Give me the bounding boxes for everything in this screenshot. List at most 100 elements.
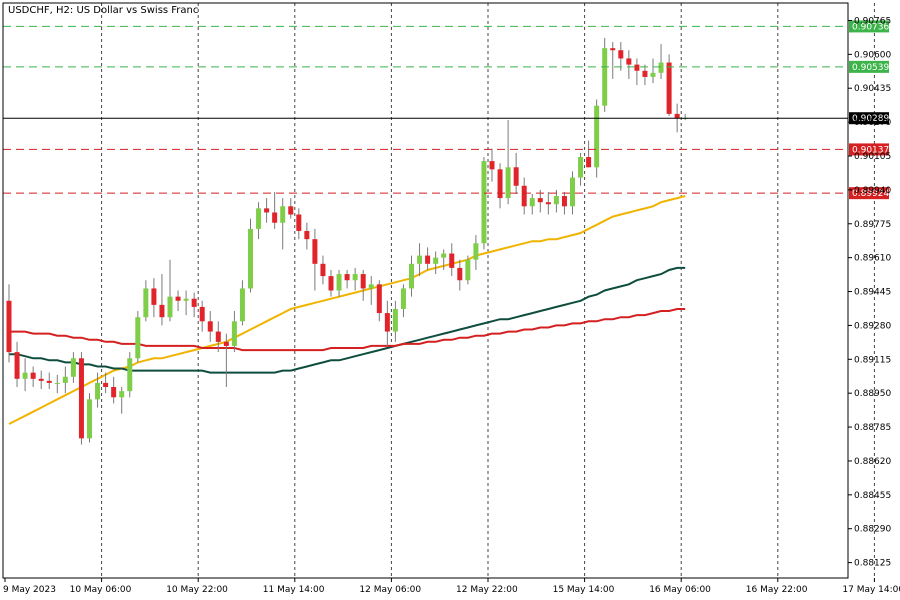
bearish-candle	[634, 64, 640, 71]
price-level-value: 0.89924	[852, 189, 889, 199]
bullish-candle	[95, 382, 101, 400]
moving-average-line	[9, 266, 686, 374]
y-tick-label: 0.89610	[854, 254, 891, 264]
bullish-candle	[22, 372, 28, 379]
bearish-candle	[151, 288, 157, 305]
bullish-candle	[441, 253, 447, 258]
bearish-candle	[304, 230, 310, 240]
bullish-candle	[62, 376, 68, 383]
bearish-candle	[360, 274, 366, 289]
bearish-candle	[674, 113, 680, 118]
bearish-candle	[610, 48, 616, 51]
y-tick-label: 0.89775	[854, 220, 891, 230]
bullish-candle	[473, 243, 479, 260]
price-level-value: 0.90289	[852, 114, 889, 124]
y-tick-label: 0.88620	[854, 457, 891, 467]
bullish-candle	[602, 48, 608, 106]
bullish-candle	[433, 257, 439, 264]
bullish-candle	[553, 196, 559, 205]
x-tick-label: 12 May 22:00	[456, 585, 518, 595]
bearish-candle	[159, 304, 165, 318]
bullish-candle	[280, 206, 286, 223]
bullish-candle	[570, 177, 575, 207]
bearish-candle	[545, 202, 551, 205]
x-tick-label: 17 May 14:00	[842, 585, 900, 595]
y-tick-label: 0.88785	[854, 423, 891, 433]
x-tick-label: 9 May 2023	[3, 585, 56, 595]
bullish-candle	[167, 296, 173, 318]
bullish-candle	[505, 167, 511, 199]
candles	[6, 37, 688, 445]
bullish-candle	[465, 259, 471, 281]
bullish-candle	[248, 228, 253, 289]
y-tick-label: 0.90435	[854, 84, 891, 94]
bullish-candle	[143, 288, 149, 318]
bearish-candle	[642, 70, 648, 77]
bearish-candle	[312, 239, 318, 264]
bullish-candle	[87, 399, 92, 439]
time-axis: 9 May 2023 10 May 06:00 10 May 22:00 11 May…	[3, 578, 900, 595]
bearish-candle	[6, 300, 12, 353]
bullish-candle	[400, 288, 406, 309]
bearish-candle	[264, 208, 270, 213]
y-tick-label: 0.89115	[854, 355, 891, 365]
x-tick-label: 16 May 22:00	[746, 585, 808, 595]
plot-frame	[2, 2, 849, 579]
bearish-candle	[561, 196, 567, 207]
bullish-candle	[409, 263, 414, 289]
y-tick-label: 0.89940	[854, 186, 891, 196]
bearish-candle	[38, 378, 44, 381]
y-tick-label: 0.88455	[854, 491, 891, 501]
bullish-candle	[231, 321, 237, 346]
bearish-candle	[489, 161, 495, 170]
x-tick-label: 12 May 06:00	[359, 585, 421, 595]
moving-average-line	[9, 308, 686, 352]
bullish-candle	[127, 358, 133, 392]
y-tick-label: 0.90600	[854, 50, 891, 60]
bearish-candle	[199, 306, 205, 322]
bearish-candle	[537, 198, 543, 203]
y-tick-label: 0.90270	[854, 118, 891, 128]
x-tick-label: 11 May 14:00	[263, 585, 325, 595]
bearish-candle	[320, 263, 326, 277]
bullish-candle	[481, 161, 487, 244]
bearish-candle	[618, 50, 624, 59]
price-level-value: 0.90736	[852, 22, 889, 32]
symbol-label: USDCHF	[8, 5, 50, 16]
instrument-description: US Dollar vs Swiss Franc	[76, 5, 198, 16]
y-tick-label: 0.89280	[854, 321, 891, 331]
bearish-candle	[223, 341, 229, 346]
price-axis: 0.90765 0.90600 0.90435 0.90270 0.90105 0.899…	[848, 16, 891, 569]
bearish-candle	[191, 298, 197, 307]
bearish-candle	[328, 276, 334, 291]
price-level-tag	[849, 187, 889, 200]
price-levels: 0.90736 0.90539 0.90289 0.90137 0.89924	[3, 20, 889, 200]
bullish-candle	[594, 105, 600, 168]
bearish-candle	[111, 387, 117, 398]
bearish-candle	[425, 255, 431, 264]
x-tick-label: 15 May 14:00	[553, 585, 615, 595]
bearish-candle	[497, 169, 503, 199]
x-tick-label: 10 May 06:00	[70, 585, 132, 595]
bearish-candle	[666, 62, 672, 114]
bearish-candle	[78, 358, 84, 439]
y-tick-label: 0.89445	[854, 288, 891, 298]
y-tick-label: 0.90105	[854, 152, 891, 162]
y-tick-label: 0.90765	[854, 16, 891, 26]
bearish-candle	[449, 253, 455, 268]
bearish-candle	[384, 313, 390, 332]
y-tick-label: 0.88290	[854, 525, 891, 535]
bullish-candle	[256, 208, 262, 229]
bearish-candle	[376, 284, 382, 314]
bullish-candle	[54, 382, 60, 384]
price-level-tag	[849, 20, 889, 33]
moving-averages	[8, 195, 686, 425]
bearish-candle	[175, 296, 181, 301]
bullish-candle	[135, 317, 141, 359]
bearish-candle	[103, 382, 109, 388]
bullish-candle	[239, 288, 245, 322]
price-level-value: 0.90137	[852, 145, 889, 155]
bullish-candle	[368, 284, 374, 289]
